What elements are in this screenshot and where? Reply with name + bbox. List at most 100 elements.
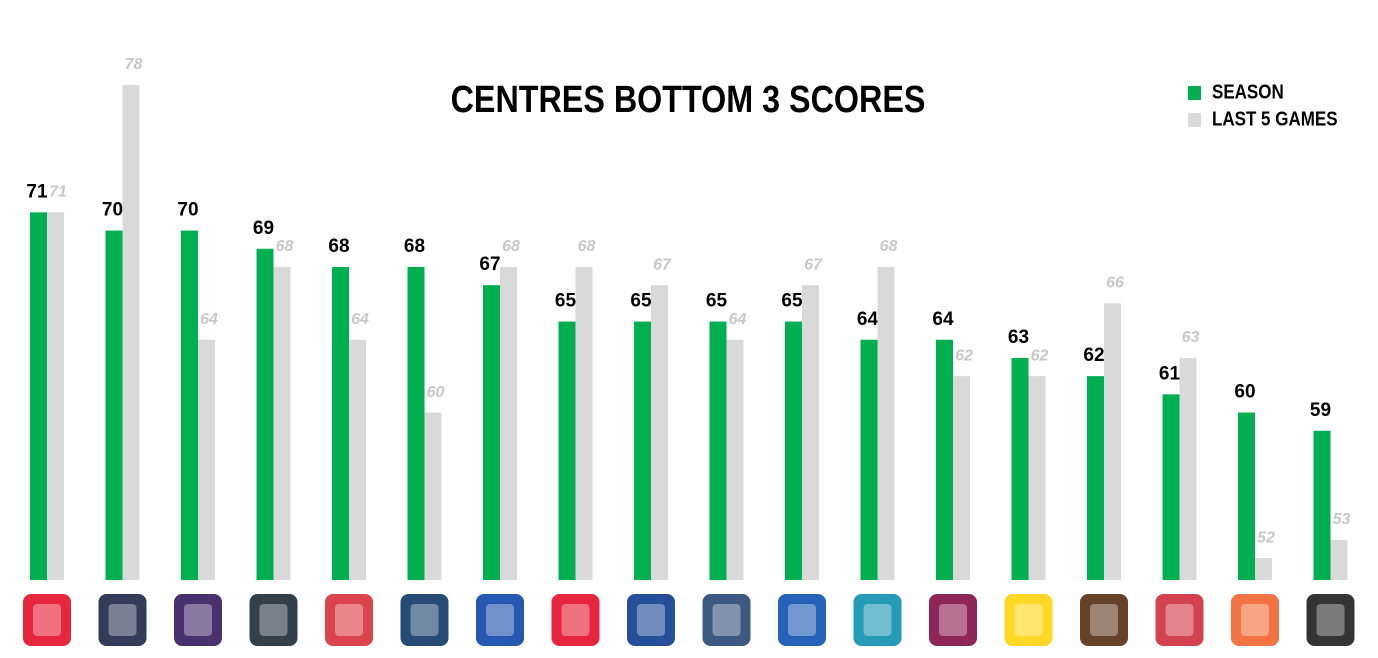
value-label: 68 [276,238,294,255]
team-logo [325,594,373,646]
bar [122,84,140,581]
team-logo [400,594,449,646]
bar [407,266,425,580]
value-label: 64 [351,311,369,328]
bar [1011,357,1029,580]
legend-swatch [1188,113,1201,127]
value-label: 68 [578,238,596,255]
value-label: 52 [1257,529,1275,546]
team-logo-inner [335,604,363,636]
team-logo [551,594,600,646]
team-logo [1155,594,1204,646]
team-logo-inner [259,604,288,636]
legend-label: LAST 5 GAMES [1212,107,1338,130]
bar [726,339,744,580]
bar [332,266,349,580]
bar [1162,394,1180,580]
bar [273,266,291,580]
team-logo [1231,594,1279,646]
value-label: 66 [1106,275,1124,292]
team-logo-inner [788,604,816,636]
value-label: 67 [804,256,823,273]
team-logo-inner [184,604,212,636]
value-label: 64 [932,309,954,330]
bar [1028,376,1046,580]
bar [709,321,727,580]
chart-title: CENTRES BOTTOM 3 SCORES [451,79,926,121]
bar [198,339,215,580]
team-logo [23,594,71,646]
team-logo-inner [1165,604,1194,636]
team-logo-inner [1090,604,1118,636]
bar [47,212,64,581]
value-label: 65 [630,291,652,312]
value-label: 59 [1310,400,1331,421]
team-logo [778,594,826,646]
bar [651,285,668,580]
value-label: 67 [479,254,500,275]
value-label: 65 [555,291,577,312]
value-label: 63 [1008,327,1029,348]
team-logo-inner [33,604,61,636]
team-logo [853,594,902,646]
team-logo-inner [1316,604,1345,636]
bar [256,248,274,580]
value-label: 62 [1083,345,1104,366]
team-logo [174,594,222,646]
value-label: 68 [880,238,898,255]
team-logo [1004,594,1053,646]
value-label: 65 [706,291,728,312]
bar [1255,558,1272,580]
bar [1087,376,1104,580]
bar [483,285,500,580]
value-label: 70 [177,200,198,221]
bar [424,412,442,580]
team-logo-inner [712,604,741,636]
bar [181,230,198,580]
value-label: 62 [1031,347,1049,364]
team-logo-inner [561,604,590,636]
team-logo-inner [637,604,665,636]
bar [558,321,576,580]
team-logo-inner [410,604,439,636]
value-label: 67 [653,256,672,273]
bar [1313,430,1331,580]
value-label: 64 [200,311,218,328]
team-logo-inner [486,604,514,636]
legend-label: SEASON [1212,80,1284,103]
value-label: 68 [404,236,425,257]
team-logo-inner [939,604,967,636]
team-logo-inner [1241,604,1269,636]
legend-swatch [1188,86,1201,100]
team-logo [98,594,147,646]
team-logo [929,594,977,646]
team-logo [249,594,298,646]
team-logo-inner [863,604,892,636]
team-logos [23,594,1355,646]
team-logo [1306,594,1355,646]
value-label: 62 [955,347,973,364]
team-logo-inner [1014,604,1043,636]
bar [575,266,593,580]
value-label: 60 [427,384,445,401]
bar [105,230,123,580]
value-label: 65 [781,291,803,312]
team-logo [476,594,524,646]
value-label: 68 [502,238,520,255]
team-logo [627,594,675,646]
value-label: 53 [1333,511,1351,528]
team-logo [1080,594,1128,646]
bar [936,339,953,580]
bar [30,212,47,581]
team-logo-inner [108,604,137,636]
bar [877,266,895,580]
bar [785,321,802,580]
value-label: 60 [1234,382,1255,403]
bar [1104,303,1121,580]
bar [1238,412,1255,580]
value-label: 71 [26,181,48,202]
value-label: 71 [49,184,67,201]
bar [1330,539,1348,580]
